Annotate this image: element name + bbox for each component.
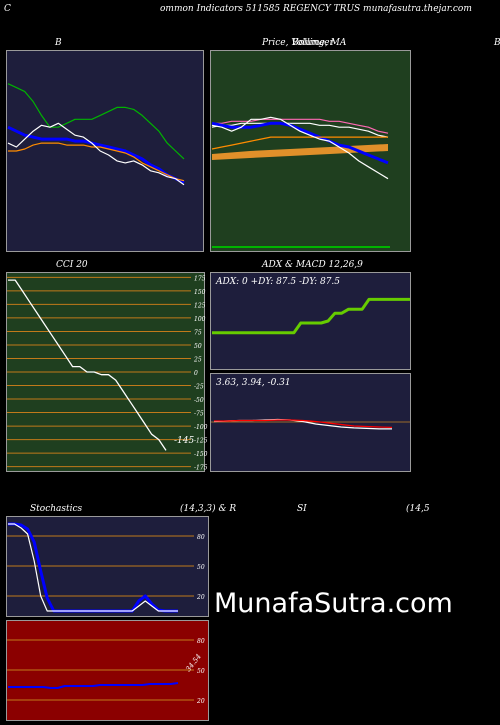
macd-label: 3.63, 3.94, -0.31	[216, 378, 291, 388]
watermark: MunafaSutra.com	[214, 588, 453, 619]
stoch-tick-label: 50	[197, 564, 205, 571]
cci-tick-label: 0	[194, 370, 198, 377]
cci-tick-label: -100	[194, 424, 208, 431]
cci-tick-label: 150	[194, 289, 206, 296]
title-bollinger: B	[55, 38, 62, 48]
adx-line	[212, 297, 410, 335]
cci-tick-label: -125	[194, 438, 208, 445]
cci-line	[8, 279, 167, 451]
volume-bar	[212, 246, 390, 248]
rsi-tick-label: 80	[197, 638, 205, 645]
bollinger-panel	[6, 50, 204, 252]
cci-tick-label: -150	[194, 451, 208, 458]
cci-tick-label: 75	[194, 330, 202, 337]
cci-tick-label: -25	[194, 384, 204, 391]
cci-tick-label: 25	[193, 357, 202, 364]
adx-bg	[210, 272, 411, 370]
price-series-3	[211, 136, 388, 150]
stochastics-panel: 80 50 20	[6, 516, 209, 617]
bollinger-bg	[6, 50, 204, 252]
header-left: C	[4, 4, 11, 14]
price-series-1	[211, 122, 389, 138]
price-series-4	[211, 116, 389, 180]
stoch-tick-label: 80	[197, 534, 205, 541]
rsi-tick-label: 50	[197, 668, 205, 675]
title-edge: B	[494, 38, 500, 48]
cci-tick-label: -175	[194, 465, 208, 472]
macd-panel: 3.63, 3.94, -0.31	[210, 373, 411, 472]
cci-tick-label: -50	[194, 397, 204, 404]
bollinger-series-0	[7, 83, 185, 160]
adx-label: ADX: 0 +DY: 87.5 -DY: 87.5	[215, 277, 340, 287]
rsi-line	[8, 682, 179, 689]
stoch-tick-label: 20	[196, 594, 205, 601]
title-price-overlap: Bollinger	[292, 38, 334, 48]
bollinger-series-3	[7, 122, 185, 186]
cci-tick-label: 125	[194, 302, 206, 309]
stoch-series-1	[8, 523, 178, 612]
adx-panel: ADX: 0 +DY: 87.5 -DY: 87.5	[210, 272, 411, 370]
cci-tick-label: -75	[194, 411, 204, 418]
ma-band	[212, 144, 388, 160]
title-stochastics: Stochastics	[30, 504, 83, 514]
title-rsi: SI	[297, 504, 307, 514]
cci-panel: 175 150 125 100 75 50 25 0 -25 -50 -75 -100 -125 -150…	[6, 272, 208, 472]
title-rsi-params: (14,5	[406, 504, 430, 514]
title-stoch-params: (14,3,3) & R	[180, 504, 237, 514]
bollinger-series-1	[7, 125, 185, 185]
rsi-tick-label: 20	[196, 698, 205, 705]
title-cci: CCI 20	[56, 260, 88, 270]
cci-tick-label: 100	[194, 316, 206, 323]
header-title: ommon Indicators 511585 REGENCY TRUS mun…	[160, 4, 472, 14]
macd-series-1	[214, 419, 393, 428]
cci-last-value: -145	[174, 436, 194, 446]
cci-tick-label: 50	[194, 343, 202, 350]
title-adx: ADX & MACD 12,26,9	[262, 260, 363, 270]
price-series-0	[212, 118, 389, 134]
cci-tick-label: 175	[194, 275, 206, 282]
price-panel	[210, 50, 411, 252]
title-price: Price, Volume, MA	[262, 38, 347, 48]
